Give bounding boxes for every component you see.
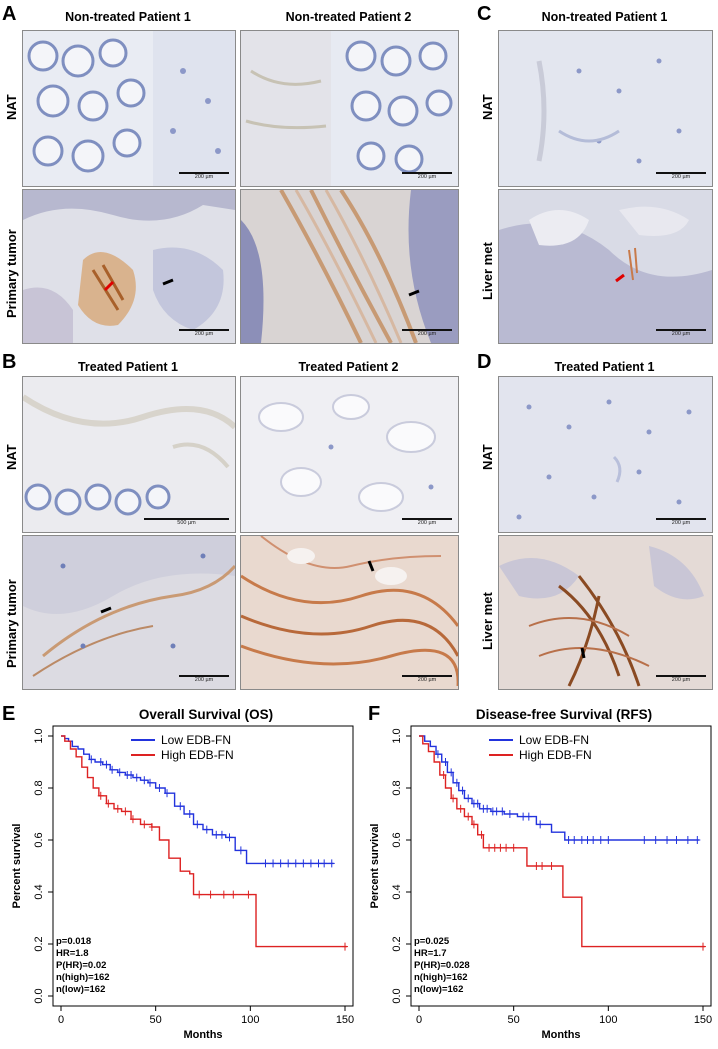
km-chart-os: 0.0 0.2 0.4 0.6 0.8 1.0 0 50 100 150 Months Percent…: [11, 725, 354, 1041]
y-tick-label: 0.4: [33, 884, 45, 899]
panel-label-d: D: [477, 351, 492, 373]
x-tick-label: 150: [694, 1014, 712, 1026]
chart-title-os: Overall Survival (OS): [138, 707, 274, 722]
stats-line: n(low)=162: [56, 984, 105, 995]
scale-bar-label: 200 µm: [671, 520, 691, 526]
km-chart-rfs: 0.0 0.2 0.4 0.6 0.8 1.0 0 50 100 150 Months Percent…: [369, 725, 712, 1041]
y-tick-label: 0.2: [33, 936, 45, 951]
micrograph-d-nat: 200 µm: [498, 376, 713, 533]
scale-bar-label: 200 µm: [417, 331, 437, 337]
scale-bar-label: 200 µm: [671, 331, 691, 337]
micrograph-b-nat-2: 200 µm: [240, 376, 459, 533]
chart-title-rfs: Disease-free Survival (RFS): [475, 707, 653, 722]
micrograph-a-nat-2: 200 µm: [240, 30, 459, 187]
legend-label: High EDB-FN: [519, 748, 592, 762]
micrograph-b-nat-1: 500 µm: [22, 376, 236, 533]
micrograph-c-nat: 200 µm: [498, 30, 713, 187]
y-axis-label: Percent survival: [11, 824, 23, 909]
y-tick-label: 0.6: [33, 832, 45, 847]
y-tick-label: 1.0: [391, 728, 403, 743]
legend-label: Low EDB-FN: [161, 733, 231, 747]
row-label-a-nat: NAT: [4, 94, 19, 120]
scale-bar-label: 200 µm: [194, 331, 214, 337]
x-axis-label: Months: [541, 1029, 580, 1041]
micrograph-b-tumor-2: 200 µm: [240, 535, 459, 690]
y-tick-label: 0.4: [391, 884, 403, 899]
scale-bar-label: 200 µm: [417, 520, 437, 526]
x-axis-label: Months: [183, 1029, 222, 1041]
x-tick-label: 100: [599, 1014, 617, 1026]
panel-label-f: F: [368, 703, 381, 725]
scale-bar-label: 200 µm: [671, 174, 691, 180]
x-tick-label: 150: [336, 1014, 354, 1026]
legend-label: High EDB-FN: [161, 748, 234, 762]
scale-bar-label: 200 µm: [194, 174, 214, 180]
x-tick-label: 50: [150, 1014, 162, 1026]
row-label-b-tumor: Primary tumor: [4, 579, 19, 668]
y-tick-label: 1.0: [33, 728, 45, 743]
stats-line: P(HR)=0.028: [414, 960, 470, 971]
col-title-d1: Treated Patient 1: [554, 360, 655, 374]
stats-line: p=0.025: [414, 936, 450, 947]
plot-frame: [52, 725, 354, 1007]
scale-bar-label: 200 µm: [194, 677, 214, 683]
row-label-d-liver: Liver met: [480, 592, 495, 650]
y-tick-label: 0.8: [391, 780, 403, 795]
y-tick-label: 0.0: [391, 988, 403, 1003]
col-title-b2: Treated Patient 2: [298, 360, 399, 374]
row-label-c-nat: NAT: [480, 94, 495, 120]
panel-label-a: A: [2, 3, 17, 25]
row-label-b-nat: NAT: [4, 444, 19, 470]
col-title-a2: Non-treated Patient 2: [285, 10, 412, 24]
y-tick-label: 0.8: [33, 780, 45, 795]
row-label-c-liver: Liver met: [480, 242, 495, 300]
scale-bar-label: 200 µm: [417, 174, 437, 180]
y-tick-label: 0.6: [391, 832, 403, 847]
micrograph-a-nat-1: 200 µm: [22, 30, 236, 187]
micrograph-b-tumor-1: 200 µm: [22, 535, 236, 690]
x-tick-label: 0: [58, 1014, 64, 1026]
col-title-b1: Treated Patient 1: [77, 360, 179, 374]
y-tick-label: 0.2: [391, 936, 403, 951]
survival-curve-high: [419, 735, 705, 948]
scale-bar-label: 200 µm: [671, 677, 691, 683]
x-tick-label: 50: [508, 1014, 520, 1026]
legend-label: Low EDB-FN: [519, 733, 589, 747]
micrograph-d-liver: 200 µm: [498, 535, 713, 690]
panel-label-b: B: [2, 351, 17, 373]
col-title-c1: Non-treated Patient 1: [541, 10, 668, 24]
panel-label-e: E: [2, 703, 16, 725]
y-tick-label: 0.0: [33, 988, 45, 1003]
stats-line: P(HR)=0.02: [56, 960, 106, 971]
micrograph-c-liver: 200 µm: [498, 189, 713, 344]
scale-bar-label: 500 µm: [177, 520, 196, 526]
y-axis-label: Percent survival: [369, 824, 381, 909]
stats-line: n(low)=162: [414, 984, 463, 995]
plot-frame: [410, 725, 712, 1007]
micrograph-a-tumor-2: 200 µm: [240, 189, 459, 344]
micrograph-a-tumor-1: 200 µm: [22, 189, 236, 344]
row-label-a-tumor: Primary tumor: [4, 229, 19, 318]
col-title-a1: Non-treated Patient 1: [65, 10, 191, 24]
stats-line: n(high)=162: [56, 972, 110, 983]
stats-line: HR=1.7: [414, 948, 446, 959]
panel-label-c: C: [477, 3, 492, 25]
stats-line: n(high)=162: [414, 972, 468, 983]
x-tick-label: 0: [416, 1014, 422, 1026]
stats-line: p=0.018: [56, 936, 91, 947]
survival-curve-high: [61, 735, 347, 948]
row-label-d-nat: NAT: [480, 444, 495, 470]
stats-line: HR=1.8: [56, 948, 88, 959]
x-tick-label: 100: [241, 1014, 259, 1026]
scale-bar-label: 200 µm: [417, 677, 437, 683]
